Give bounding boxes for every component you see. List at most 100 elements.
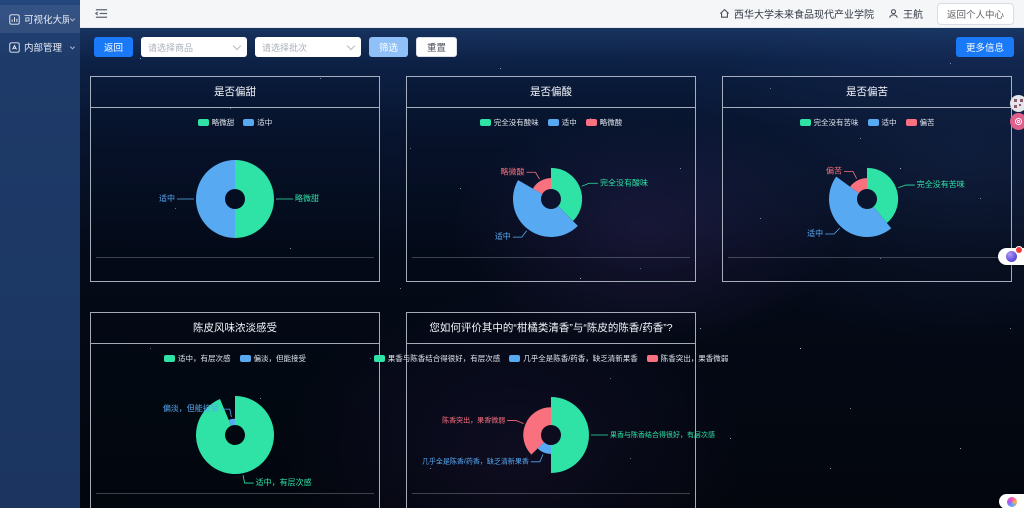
slice-label: 略微甜	[295, 193, 319, 203]
pie-slice[interactable]	[196, 396, 274, 474]
legend-item[interactable]: 完全没有苦味	[799, 117, 859, 128]
label-line	[581, 182, 599, 187]
pie-slice[interactable]	[551, 397, 589, 473]
chart-panel-bitterness: 是否偏苦 完全没有苦味 适中 偏苦 完全没有苦味 适中 偏苦	[722, 76, 1012, 282]
panel-title: 是否偏酸	[407, 77, 695, 108]
pie-slice[interactable]	[196, 160, 235, 238]
home-icon	[719, 8, 729, 18]
legend-item[interactable]: 陈香突出，果香微弱	[646, 353, 728, 364]
slice-label: 偏淡，但能接受	[163, 403, 219, 413]
current-user[interactable]: 王航	[888, 6, 923, 21]
chart-panel-flavor-intensity: 陈皮风味浓淡感受 适中，有层次感 偏淡，但能接受 适中，有层次感 偏淡，但能接受	[90, 312, 380, 508]
pie-slice[interactable]	[850, 178, 867, 194]
slice-label: 适中	[495, 231, 511, 241]
slice-label: 适中，有层次感	[256, 477, 312, 487]
dashboard-content: 返回 请选择商品 请选择批次 筛选 重置 更多信息 是否偏甜	[80, 28, 1024, 508]
management-icon	[9, 41, 20, 53]
panel-divider	[96, 493, 374, 494]
legend-item[interactable]: 适中	[867, 117, 897, 128]
chart-legend: 适中，有层次感 偏淡，但能接受	[91, 353, 379, 364]
legend-item[interactable]: 偏淡，但能接受	[239, 353, 306, 364]
chart-legend: 果香与陈香结合得很好，有层次感 几乎全是陈香/药香，缺乏清新果香 陈香突出，果香微弱	[373, 353, 728, 364]
more-info-button[interactable]: 更多信息	[955, 37, 1014, 57]
label-line	[242, 475, 254, 484]
pie-slice[interactable]	[532, 178, 551, 195]
filter-toolbar: 返回 请选择商品 请选择批次 筛选 重置 更多信息	[80, 28, 1024, 64]
pie-slice[interactable]	[513, 180, 578, 237]
chart-legend: 完全没有苦味 适中 偏苦	[723, 117, 1011, 128]
chart-legend: 略微甜 适中	[91, 117, 379, 128]
label-line	[530, 454, 544, 463]
reset-button[interactable]: 重置	[416, 37, 458, 57]
extension-icon	[1006, 496, 1017, 507]
chart-panel-aroma-evaluation: 您如何评价其中的“柑橘类清香”与“陈皮的陈香/药香”? 果香与陈香结合得很好，有…	[373, 312, 728, 508]
filter-button[interactable]: 筛选	[369, 37, 409, 57]
chevron-down-icon	[69, 17, 76, 22]
bar-chart-icon	[9, 13, 20, 25]
legend-item[interactable]: 略微酸	[585, 117, 622, 128]
assistant-icon	[1005, 251, 1017, 262]
sidebar-item-label: 可视化大屏	[24, 15, 69, 26]
label-line	[526, 171, 540, 180]
product-select[interactable]: 请选择商品	[141, 37, 248, 57]
assistant-widget[interactable]	[998, 246, 1024, 265]
pie-slice[interactable]	[551, 167, 583, 222]
sidebar-item-visualization[interactable]: 可视化大屏	[0, 5, 80, 33]
slice-label: 果香与陈香结合得很好，有层次感	[610, 430, 715, 439]
chevron-down-icon	[346, 41, 356, 50]
legend-item[interactable]: 完全没有酸味	[479, 117, 539, 128]
chevron-down-icon	[232, 41, 242, 50]
camera-icon	[1014, 117, 1023, 126]
collapse-sidebar-icon[interactable]	[94, 6, 109, 21]
legend-item[interactable]: 几乎全是陈香/药香，缺乏清新果香	[509, 353, 638, 364]
slice-label: 偏苦	[826, 166, 842, 176]
batch-select[interactable]: 请选择批次	[255, 37, 362, 57]
pie-slice[interactable]	[235, 160, 274, 238]
chart-panel-sourness: 是否偏酸 完全没有酸味 适中 略微酸 完全没有酸味 适中 略微酸	[406, 76, 696, 282]
pie-slice[interactable]	[829, 176, 892, 237]
capture-widget[interactable]	[1010, 113, 1024, 130]
label-line	[507, 420, 524, 424]
slice-label: 陈香突出，果香微弱	[442, 415, 505, 424]
label-line	[220, 408, 232, 418]
panel-title: 陈皮风味浓淡感受	[91, 313, 379, 344]
top-header: 西华大学未来食品现代产业学院 王航 返回个人中心	[80, 0, 1024, 28]
label-line	[898, 184, 915, 189]
extension-widget[interactable]	[999, 494, 1024, 508]
pie-chart[interactable]: 适中，有层次感 偏淡，但能接受	[91, 370, 379, 500]
slice-label: 几乎全是陈香/药香，缺乏清新果香	[422, 457, 529, 466]
pie-slice[interactable]	[228, 418, 235, 426]
pie-slice[interactable]	[523, 407, 551, 455]
chart-panel-sweetness: 是否偏甜 略微甜 适中 略微甜 适中	[90, 76, 380, 282]
sidebar-item-management[interactable]: 内部管理	[0, 33, 80, 61]
slice-label: 略微酸	[501, 166, 525, 176]
legend-item[interactable]: 适中	[243, 117, 272, 128]
legend-item[interactable]: 果香与陈香结合得很好，有层次感	[373, 353, 500, 364]
notification-dot	[1015, 246, 1023, 254]
legend-item[interactable]: 偏苦	[905, 117, 935, 128]
chart-legend: 完全没有酸味 适中 略微酸	[407, 117, 695, 128]
sidebar: 可视化大屏 内部管理	[0, 0, 80, 508]
panel-title: 是否偏苦	[723, 77, 1011, 108]
slice-label: 适中	[159, 193, 175, 203]
panel-divider	[728, 257, 1006, 258]
charts-grid: 是否偏甜 略微甜 适中 略微甜 适中 是否偏酸 完全没有酸味 适中 略微酸 完全没有酸味…	[80, 64, 1024, 508]
legend-item[interactable]: 略微甜	[197, 117, 234, 128]
chevron-down-icon	[69, 45, 76, 50]
qr-widget[interactable]	[1010, 95, 1024, 112]
pie-chart[interactable]: 略微甜 适中	[91, 134, 379, 264]
legend-item[interactable]: 适中，有层次感	[164, 353, 231, 364]
panel-title: 是否偏甜	[91, 77, 379, 108]
back-to-profile-button[interactable]: 返回个人中心	[936, 2, 1014, 25]
back-button[interactable]: 返回	[94, 37, 134, 57]
legend-item[interactable]: 适中	[547, 117, 577, 128]
sidebar-item-label: 内部管理	[24, 43, 63, 54]
slice-label: 完全没有酸味	[600, 177, 648, 187]
qr-code-icon	[1014, 99, 1023, 108]
pie-slice[interactable]	[537, 442, 551, 454]
pie-slice[interactable]	[867, 167, 899, 224]
